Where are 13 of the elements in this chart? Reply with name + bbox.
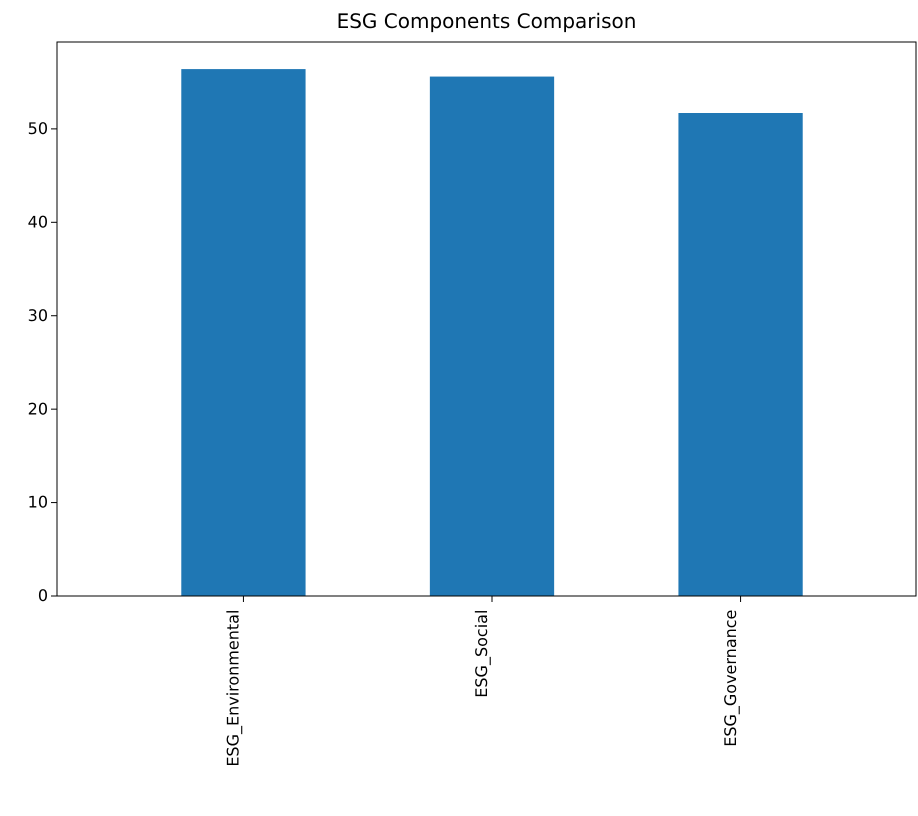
y-tick-label: 10 bbox=[28, 492, 48, 512]
x-tick-label: ESG_Environmental bbox=[224, 610, 243, 767]
y-tick-label: 50 bbox=[28, 119, 48, 138]
x-tick-label: ESG_Social bbox=[472, 610, 492, 698]
bar bbox=[678, 113, 803, 596]
y-tick-label: 20 bbox=[28, 399, 48, 418]
chart-title: ESG Components Comparison bbox=[336, 9, 636, 33]
y-tick-label: 30 bbox=[28, 306, 48, 325]
x-tick-label: ESG_Governance bbox=[720, 610, 740, 747]
y-tick-label: 40 bbox=[28, 212, 48, 232]
bar bbox=[430, 76, 554, 596]
bar bbox=[181, 69, 306, 596]
y-tick-label: 0 bbox=[38, 586, 48, 606]
